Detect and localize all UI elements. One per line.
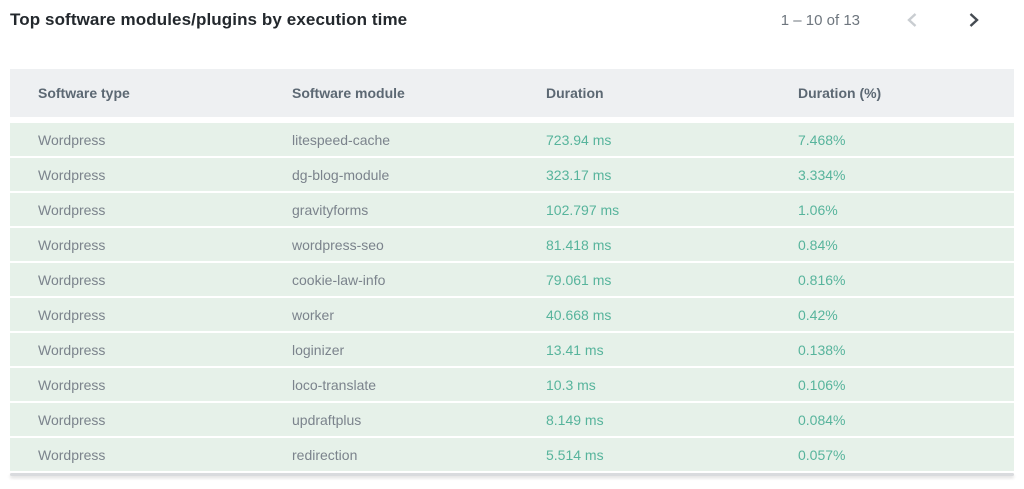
column-header: Software module: [292, 85, 405, 101]
table-body: Wordpress litespeed-cache 723.94 ms 7.468% W…: [10, 123, 1014, 471]
table-row: Wordpress redirection 5.514 ms 0.057%: [10, 438, 1014, 471]
cell-software-module: redirection: [292, 446, 358, 463]
chevron-right-icon[interactable]: [962, 9, 984, 31]
cell-duration: 10.3 ms: [546, 376, 596, 393]
card-bottom-edge: [10, 473, 1014, 476]
widget-header: Top software modules/plugins by executio…: [0, 0, 1024, 40]
cell-duration: 13.41 ms: [546, 341, 604, 358]
column-header: Software type: [38, 85, 130, 101]
table-header-row: Software type Software module Duration Dura…: [10, 69, 1014, 117]
table-row: Wordpress cookie-law-info 79.061 ms 0.816%: [10, 263, 1014, 296]
cell-duration-pct: 0.42%: [798, 306, 838, 323]
cell-duration: 79.061 ms: [546, 271, 612, 288]
table-row: Wordpress litespeed-cache 723.94 ms 7.468%: [10, 123, 1014, 156]
cell-software-module: worker: [292, 306, 335, 323]
cell-software-module: gravityforms: [292, 201, 369, 218]
cell-software-type: Wordpress: [38, 166, 106, 183]
cell-duration: 81.418 ms: [546, 236, 612, 253]
cell-duration: 723.94 ms: [546, 131, 612, 148]
table-row: Wordpress dg-blog-module 323.17 ms 3.334%: [10, 158, 1014, 191]
cell-software-type: Wordpress: [38, 131, 106, 148]
cell-duration: 102.797 ms: [546, 201, 620, 218]
cell-duration: 5.514 ms: [546, 446, 604, 463]
cell-software-module: litespeed-cache: [292, 131, 391, 148]
cell-software-module: dg-blog-module: [292, 166, 390, 183]
cell-software-module: cookie-law-info: [292, 271, 386, 288]
cell-software-module: updraftplus: [292, 411, 362, 428]
cell-software-type: Wordpress: [38, 271, 106, 288]
table-row: Wordpress updraftplus 8.149 ms 0.084%: [10, 403, 1014, 436]
cell-software-type: Wordpress: [38, 376, 106, 393]
cell-duration-pct: 7.468%: [798, 131, 846, 148]
cell-duration-pct: 1.06%: [798, 201, 838, 218]
column-header: Duration: [546, 85, 604, 101]
cell-duration-pct: 3.334%: [798, 166, 846, 183]
column-header: Duration (%): [798, 85, 882, 101]
cell-duration: 40.668 ms: [546, 306, 612, 323]
chevron-left-icon[interactable]: [902, 9, 924, 31]
cell-duration-pct: 0.057%: [798, 446, 846, 463]
cell-software-type: Wordpress: [38, 201, 106, 218]
cell-software-type: Wordpress: [38, 306, 106, 323]
pagination: 1 – 10 of 13: [781, 9, 1014, 31]
cell-software-type: Wordpress: [38, 446, 106, 463]
page-title: Top software modules/plugins by executio…: [10, 10, 408, 29]
cell-software-module: wordpress-seo: [292, 236, 384, 253]
cell-duration-pct: 0.84%: [798, 236, 838, 253]
cell-software-type: Wordpress: [38, 236, 106, 253]
modules-table-card: Software type Software module Duration Dura…: [10, 69, 1014, 476]
cell-software-type: Wordpress: [38, 341, 106, 358]
cell-software-module: loginizer: [292, 341, 345, 358]
cell-software-module: loco-translate: [292, 376, 377, 393]
cell-duration: 323.17 ms: [546, 166, 612, 183]
cell-duration-pct: 0.816%: [798, 271, 846, 288]
cell-duration: 8.149 ms: [546, 411, 604, 428]
table-row: Wordpress loginizer 13.41 ms 0.138%: [10, 333, 1014, 366]
cell-software-type: Wordpress: [38, 411, 106, 428]
table-row: Wordpress gravityforms 102.797 ms 1.06%: [10, 193, 1014, 226]
cell-duration-pct: 0.106%: [798, 376, 846, 393]
cell-duration-pct: 0.084%: [798, 411, 846, 428]
cell-duration-pct: 0.138%: [798, 341, 846, 358]
pagination-range: 1 – 10 of 13: [780, 11, 860, 29]
table-row: Wordpress worker 40.668 ms 0.42%: [10, 298, 1014, 331]
table-row: Wordpress loco-translate 10.3 ms 0.106%: [10, 368, 1014, 401]
table-row: Wordpress wordpress-seo 81.418 ms 0.84%: [10, 228, 1014, 261]
